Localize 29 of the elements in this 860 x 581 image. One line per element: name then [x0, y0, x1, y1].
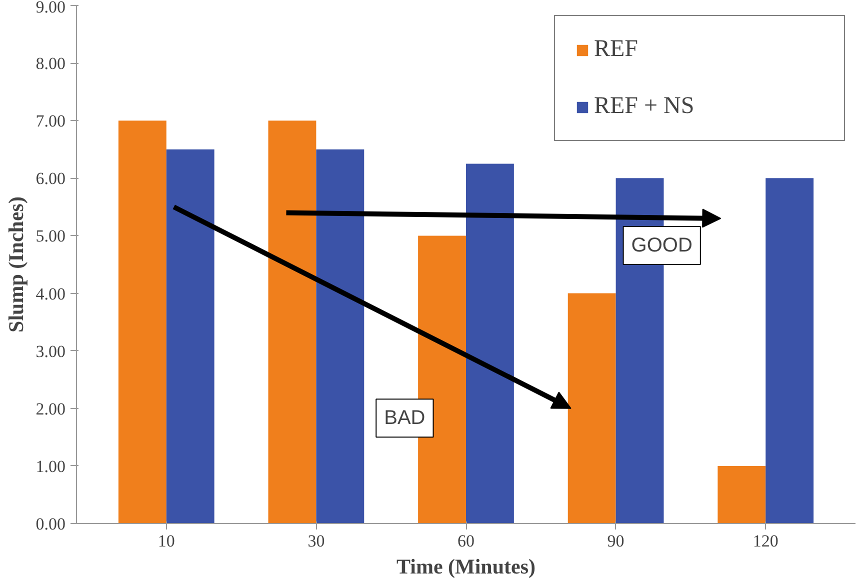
y-tick-label: 4.00 — [36, 284, 66, 304]
x-tick-label: 90 — [607, 532, 624, 550]
bar — [568, 293, 616, 524]
y-tick-label: 5.00 — [36, 226, 66, 246]
legend-label: REF — [594, 36, 640, 63]
bar — [766, 178, 814, 524]
bar — [166, 149, 214, 524]
y-tick-label: 6.00 — [36, 169, 66, 188]
y-tick-label: 7.00 — [36, 112, 66, 131]
x-tick-label: 60 — [458, 532, 474, 550]
annotation: BAD — [384, 407, 426, 430]
x-axis-title: Time (Minutes) — [396, 554, 536, 578]
x-tick-label: 30 — [308, 532, 325, 550]
bar — [718, 466, 766, 524]
bar — [118, 120, 166, 524]
y-axis-title: Slump (Inches) — [4, 196, 28, 332]
bar — [466, 164, 514, 524]
y-tick-label: 3.00 — [36, 342, 66, 361]
y-tick-label: 1.00 — [36, 456, 66, 476]
x-tick-label: 10 — [158, 532, 175, 550]
x-tick-label: 120 — [752, 532, 778, 550]
y-tick-label: 2.00 — [36, 399, 66, 418]
legend-label: REF + NS — [594, 93, 696, 120]
y-tick-label: 0.00 — [36, 514, 66, 534]
annotation: GOOD — [631, 234, 692, 256]
y-tick-label: 9.00 — [36, 0, 66, 16]
bar — [316, 149, 364, 524]
y-tick-label: 8.00 — [36, 54, 66, 74]
bar — [268, 120, 316, 524]
